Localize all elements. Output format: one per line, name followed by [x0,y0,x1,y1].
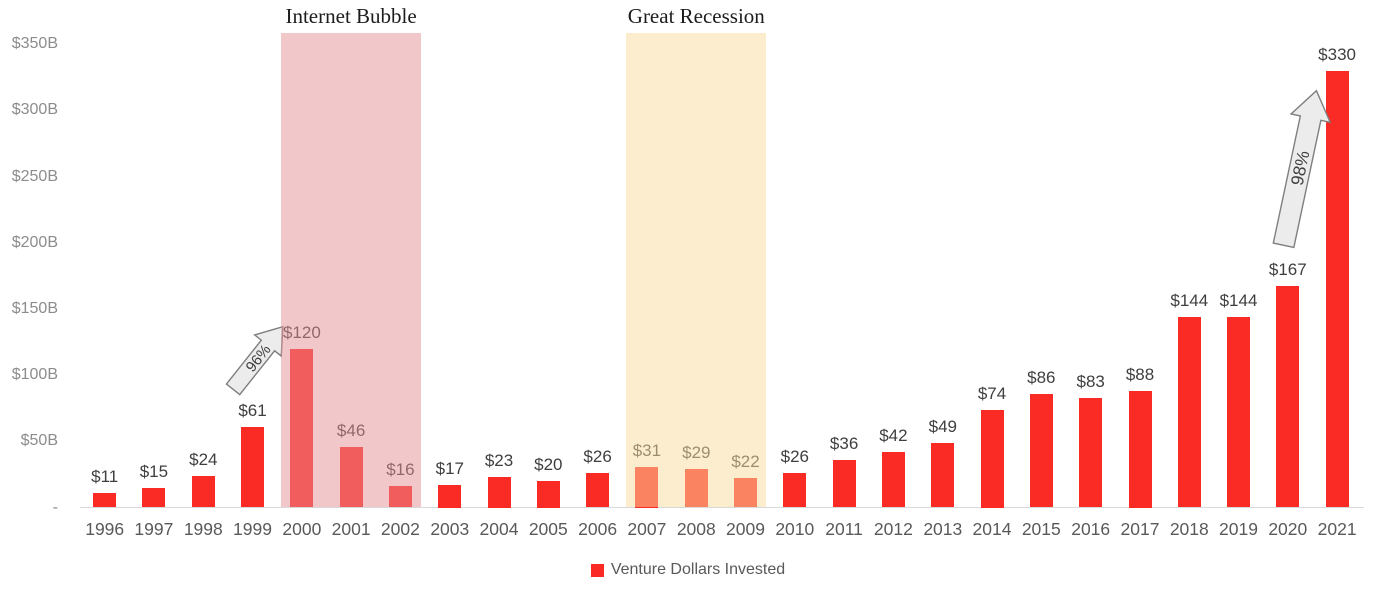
x-axis-label: 2012 [873,519,913,539]
bar-2020 [1276,286,1300,508]
bar-value-label: $49 [928,416,957,436]
bar-value-label: $24 [189,449,218,469]
bar-value-label: $42 [879,425,908,445]
x-axis-line [80,507,1364,508]
x-axis-label: 2008 [676,519,716,539]
x-axis-label: 2000 [282,519,322,539]
band-title-great-recession: Great Recession [627,4,765,28]
bar-value-label: $144 [1170,290,1209,310]
x-axis-label: 2005 [528,519,568,539]
bar-value-label: $36 [829,433,859,453]
y-axis-tick-label: $100B [11,366,58,384]
bar-2013 [931,442,955,508]
y-axis-tick-label: $50B [20,432,58,450]
bar-1996 [93,492,117,508]
x-axis-label: 2019 [1219,519,1258,539]
bar-value-label: $167 [1268,260,1307,280]
bar-value-label: $11 [91,466,119,486]
bar-value-label: $61 [238,400,267,420]
band-title-internet-bubble: Internet Bubble [285,4,417,28]
bar-1998 [191,475,215,508]
y-axis-tick-label: $200B [11,233,58,251]
bar-value-label: $86 [1027,367,1056,387]
x-axis-label: 2016 [1071,519,1111,539]
x-axis-label: 2001 [331,519,371,539]
y-axis-tick-label: $250B [11,167,58,185]
bar-value-label: $15 [139,461,169,481]
bar-2015 [1029,393,1053,508]
bar-2018 [1177,316,1201,508]
y-axis-tick-label: $150B [11,299,58,317]
bar-2014 [980,409,1004,508]
x-axis-label: 2007 [627,519,667,539]
bar-2017 [1128,391,1152,508]
x-axis-label: 2014 [972,519,1012,539]
x-axis-label: 2010 [775,519,815,539]
bar-value-label: $20 [534,455,563,474]
bar-1997 [142,487,166,508]
x-axis-label: 2015 [1021,519,1061,539]
bar-value-label: $330 [1318,44,1356,64]
bar-2012 [881,451,905,508]
x-axis-label: 2011 [825,519,863,539]
legend-label: Venture Dollars Invested [610,561,786,578]
bar-2007 [635,466,659,508]
bar-2005 [536,481,560,508]
x-axis-label: 2018 [1169,519,1209,539]
bar-value-label: $26 [583,447,612,467]
x-axis-label: 2013 [923,519,963,539]
bar-2008 [684,469,708,508]
bar-value-label: $83 [1076,371,1105,391]
x-axis-label: 2017 [1120,519,1160,539]
x-axis-label: 1997 [134,519,174,539]
bar-value-label: $88 [1125,365,1155,384]
x-axis-label: 2006 [578,519,618,539]
bar-value-label: $144 [1219,290,1258,310]
bar-2009 [734,478,757,508]
x-axis-label: 1999 [233,519,272,539]
growth-arrow-98-icon: 98% [1272,89,1332,249]
x-axis-label: 2009 [726,519,765,539]
y-axis-tick-label: $350B [11,35,58,53]
svg-text:98%: 98% [1287,149,1314,187]
growth-arrow-96-icon: 96% [225,325,284,396]
bar-2002 [388,486,412,508]
x-axis-label: 2003 [430,519,470,539]
x-axis-label: 1998 [183,519,223,539]
bar-value-label: $23 [484,451,514,470]
bar-2004 [487,477,511,508]
bar-2006 [586,473,610,508]
bar-2021 [1325,70,1349,508]
bar-2019 [1227,316,1250,508]
bar-value-label: $26 [780,447,809,467]
band-great-recession [626,33,767,507]
bar-2010 [783,473,807,508]
legend-swatch-icon [590,563,604,577]
x-axis-label: 2002 [380,519,420,539]
y-axis-tick-label: $300B [11,101,58,119]
bar-value-label: $74 [977,383,1007,403]
x-axis-label: 2004 [479,519,519,539]
bar-value-label: $17 [435,459,464,478]
x-axis-label: 2020 [1268,519,1308,539]
bar-1999 [241,426,264,508]
bar-2011 [832,459,856,508]
x-axis-label: 1996 [85,519,125,539]
x-axis-label: 2021 [1317,519,1357,539]
bar-2016 [1079,397,1103,508]
bar-2003 [438,485,462,508]
legend: Venture Dollars Invested [0,561,1376,579]
y-axis-tick-label: - [52,498,58,516]
